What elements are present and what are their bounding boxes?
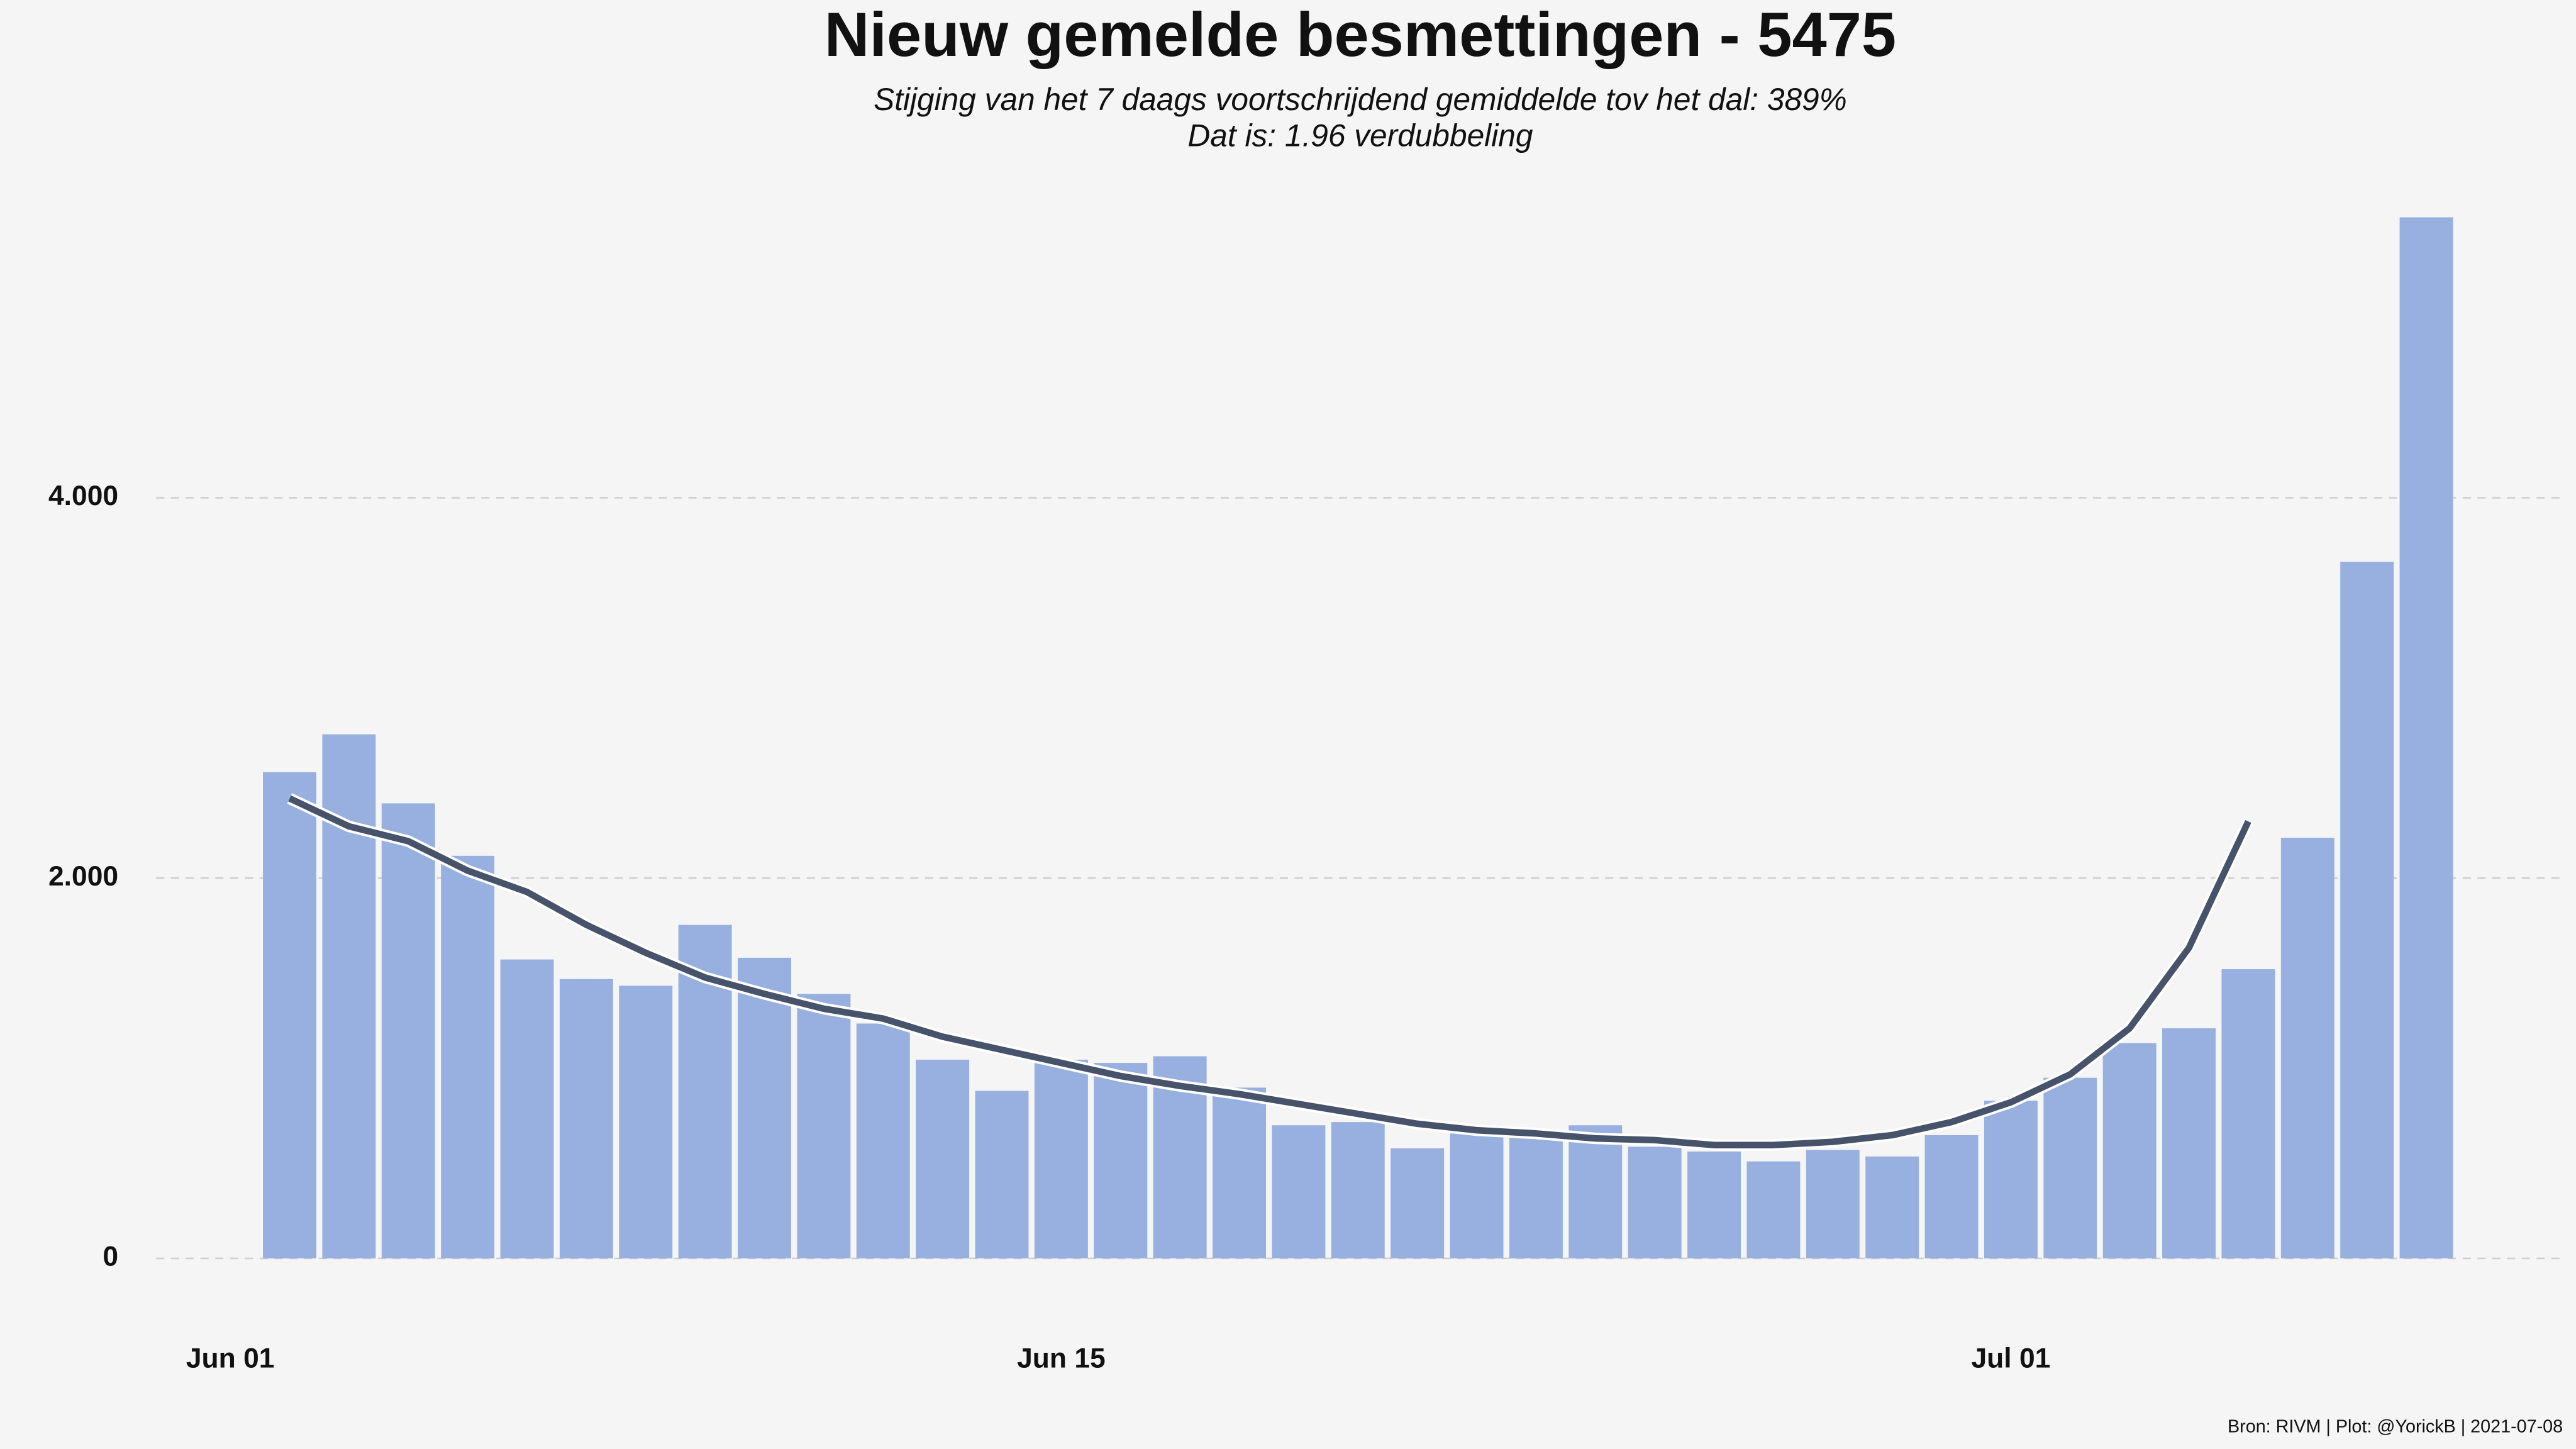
bar <box>1272 1125 1326 1258</box>
bar <box>2221 969 2275 1258</box>
bar <box>975 1091 1029 1258</box>
bar <box>1094 1063 1148 1258</box>
chart-subtitle: Stijging van het 7 daags voortschrijdend… <box>874 82 1847 117</box>
caption: Bron: RIVM | Plot: @YorickB | 2021-07-08 <box>2228 1417 2563 1437</box>
x-tick-label: Jun 15 <box>1017 1343 1106 1374</box>
bar <box>738 957 791 1258</box>
bar <box>2102 1043 2157 1258</box>
bar <box>2162 1028 2216 1258</box>
bar <box>2399 217 2453 1258</box>
bar <box>1450 1133 1504 1258</box>
bar <box>381 803 435 1258</box>
bar <box>1924 1135 1979 1258</box>
bar <box>1509 1136 1563 1258</box>
line <box>288 795 2251 1148</box>
bar <box>856 1023 910 1258</box>
bar <box>916 1059 970 1258</box>
x-tick-label: Jul 01 <box>1971 1343 2050 1374</box>
bar <box>1391 1148 1445 1258</box>
y-tick-label: 4.000 <box>48 480 118 511</box>
y-tick-label: 0 <box>103 1241 118 1272</box>
bar <box>2280 838 2334 1258</box>
bar <box>559 979 613 1258</box>
bar <box>1687 1151 1741 1258</box>
bar <box>441 855 495 1258</box>
chart-title: Nieuw gemelde besmettingen - 5475 <box>824 0 1896 70</box>
y-tick-label: 2.000 <box>48 861 118 892</box>
bar <box>1806 1150 1860 1258</box>
bar <box>1568 1125 1623 1258</box>
bar <box>1746 1161 1801 1258</box>
bar <box>1034 1059 1088 1258</box>
bar <box>619 985 673 1258</box>
bar <box>1213 1087 1266 1258</box>
bar <box>1331 1122 1385 1258</box>
bar <box>500 959 554 1258</box>
chart-subtitle: Dat is: 1.96 verdubbeling <box>1187 118 1533 153</box>
x-tick-label: Jun 01 <box>186 1343 275 1374</box>
bar <box>1865 1156 1919 1258</box>
bar <box>2340 562 2394 1258</box>
bar <box>263 772 316 1258</box>
bar <box>1984 1101 2038 1258</box>
bar <box>2043 1077 2097 1258</box>
bar <box>1628 1146 1682 1258</box>
bar <box>797 994 851 1258</box>
